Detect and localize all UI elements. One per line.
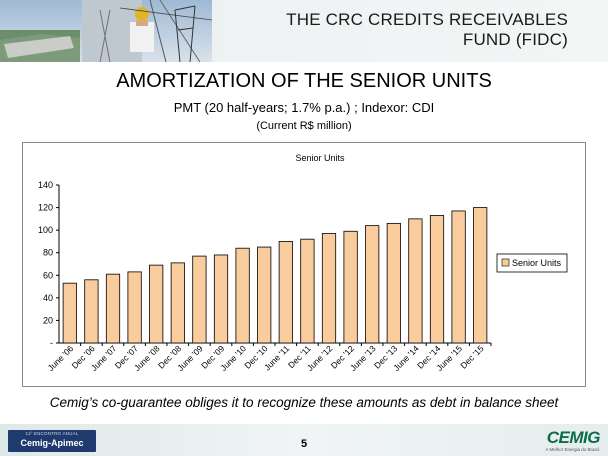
page-number: 5	[300, 438, 308, 450]
x-tick-label: Dec '15	[458, 343, 485, 370]
page-title: AMORTIZATION OF THE SENIOR UNITS	[116, 70, 492, 92]
y-tick-label: 120	[38, 203, 53, 213]
y-tick-label: 60	[43, 270, 53, 280]
header-title-line2: FUND (FIDC)	[462, 30, 568, 49]
y-tick-label: -	[50, 338, 53, 348]
legend-box	[496, 253, 568, 273]
bar	[235, 247, 250, 344]
bar	[451, 210, 466, 344]
bar	[343, 230, 358, 344]
bar	[105, 273, 121, 344]
bar	[300, 238, 315, 344]
logo-wordmark: CEMIG	[546, 428, 601, 447]
event-badge: 11º ENCONTRO ANUAL Cemig-Apimec	[8, 430, 96, 452]
bar	[386, 222, 401, 344]
legend-swatch	[501, 258, 510, 267]
footer-band	[0, 424, 608, 456]
footnote: Cemig’s co-guarantee obliges it to recog…	[49, 395, 559, 410]
chart-legend: Senior Units	[496, 253, 568, 273]
event-name: Cemig-Apimec	[20, 438, 84, 448]
bar	[278, 241, 293, 344]
event-top-label: 11º ENCONTRO ANUAL	[25, 431, 79, 436]
logo-tagline: A Melhor Energia do Brasil.	[545, 447, 600, 452]
unit-note: (Current R$ million)	[256, 120, 352, 132]
y-tick-label: 20	[43, 315, 53, 325]
bar	[257, 246, 272, 344]
chart-frame: Senior Units - 20 40 60 80 100 120 140 June '06…	[22, 142, 586, 387]
y-tick-label: 40	[43, 293, 53, 303]
bar	[473, 207, 488, 344]
bar	[62, 282, 77, 344]
subtitle: PMT (20 half-years; 1.7% p.a.) ; Indexor…	[173, 100, 435, 115]
legend-label: Senior Units	[512, 258, 562, 268]
bar	[365, 225, 380, 344]
header-photo-collage	[0, 0, 212, 62]
cemig-logo: CEMIG A Melhor Energia do Brasil.	[524, 428, 600, 454]
bar	[192, 255, 207, 344]
bar	[149, 264, 164, 344]
bar	[213, 254, 229, 344]
bar-series	[62, 207, 488, 344]
bar	[84, 279, 99, 344]
bar	[321, 233, 337, 344]
y-tick-label: 140	[38, 180, 53, 190]
bar	[429, 215, 445, 344]
y-tick-label: 100	[38, 225, 53, 235]
y-tick-label: 80	[43, 248, 53, 258]
y-axis: - 20 40 60 80 100 120 140	[38, 180, 60, 348]
header-title-line1: THE CRC CREDITS RECEIVABLES	[286, 10, 568, 29]
bar	[408, 218, 423, 344]
chart-title: Senior Units	[295, 153, 345, 163]
bar	[170, 262, 185, 344]
header-title: THE CRC CREDITS RECEIVABLES FUND (FIDC)	[238, 10, 568, 50]
bar	[127, 271, 142, 344]
bar-chart: Senior Units - 20 40 60 80 100 120 140 June '06…	[38, 153, 568, 373]
